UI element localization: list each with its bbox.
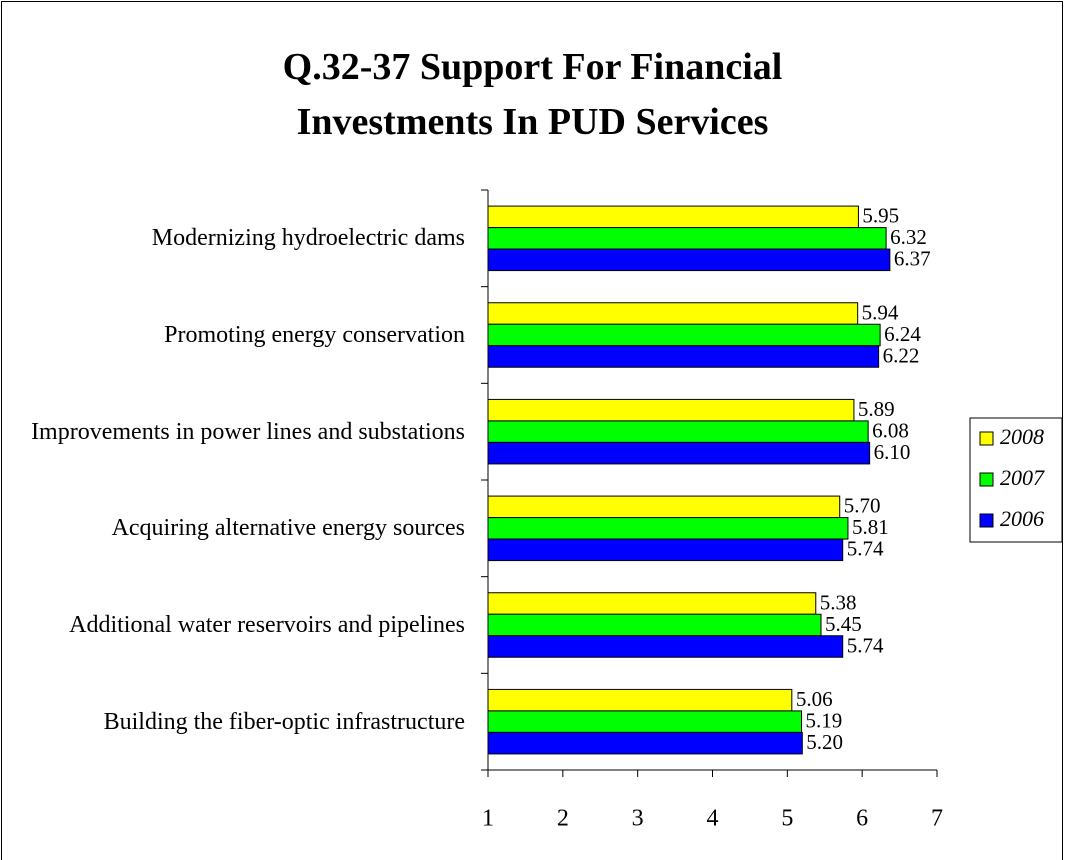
x-tick-label: 7 bbox=[931, 806, 943, 832]
legend-label: 2006 bbox=[1000, 506, 1044, 531]
legend-label: 2008 bbox=[1000, 424, 1044, 449]
value-label: 5.19 bbox=[806, 708, 843, 732]
category-label: Improvements in power lines and substati… bbox=[31, 418, 465, 445]
value-label: 5.74 bbox=[847, 537, 884, 561]
value-label: 6.22 bbox=[883, 343, 920, 367]
bar bbox=[487, 302, 859, 325]
category-label: Additional water reservoirs and pipeline… bbox=[69, 612, 465, 638]
value-label: 5.70 bbox=[844, 494, 881, 518]
bar bbox=[487, 731, 803, 755]
value-label: 5.74 bbox=[847, 633, 884, 657]
legend-swatch bbox=[979, 431, 994, 446]
x-tick-label: 5 bbox=[781, 806, 793, 832]
value-label: 5.06 bbox=[796, 687, 833, 711]
bar bbox=[487, 635, 844, 658]
category-label: Promoting energy conservation bbox=[164, 322, 465, 348]
bar bbox=[487, 420, 869, 443]
bar bbox=[487, 248, 891, 272]
bar bbox=[487, 441, 871, 465]
bar bbox=[487, 710, 803, 733]
category-label: Modernizing hydroelectric dams bbox=[151, 225, 465, 252]
value-label: 6.37 bbox=[894, 247, 931, 271]
legend-swatch bbox=[979, 513, 994, 528]
value-label: 5.20 bbox=[806, 730, 843, 754]
bar bbox=[487, 345, 880, 368]
value-label: 5.95 bbox=[862, 204, 899, 228]
bar bbox=[487, 205, 859, 229]
bar bbox=[487, 688, 793, 712]
title-box: Q.32-37 Support For Financial Investment… bbox=[0, 40, 1065, 150]
bar bbox=[487, 398, 855, 422]
bar bbox=[487, 592, 817, 615]
value-label: 6.10 bbox=[874, 440, 911, 464]
value-label: 6.08 bbox=[872, 418, 909, 442]
x-tick-label: 4 bbox=[707, 806, 719, 832]
value-label: 6.24 bbox=[884, 322, 921, 346]
bar bbox=[487, 227, 887, 250]
value-label: 5.94 bbox=[862, 300, 899, 324]
value-label: 5.45 bbox=[825, 612, 862, 636]
bar bbox=[487, 613, 822, 637]
x-tick-label: 1 bbox=[482, 806, 494, 832]
category-label: Acquiring alternative energy sources bbox=[111, 515, 465, 542]
x-tick-label: 3 bbox=[632, 806, 644, 832]
bar bbox=[487, 495, 841, 519]
x-tick-label: 2 bbox=[557, 806, 569, 832]
value-label: 5.38 bbox=[820, 590, 857, 614]
bar bbox=[487, 323, 881, 347]
value-label: 6.32 bbox=[890, 225, 927, 249]
category-label: Building the fiber-optic infrastructure bbox=[103, 708, 465, 735]
bar bbox=[487, 517, 849, 540]
chart-title: Q.32-37 Support For Financial Investment… bbox=[282, 46, 783, 143]
bar bbox=[487, 538, 844, 562]
x-tick-label: 6 bbox=[856, 806, 868, 832]
legend-swatch bbox=[979, 472, 994, 487]
value-label: 5.89 bbox=[858, 397, 895, 421]
value-label: 5.81 bbox=[852, 515, 889, 539]
legend-label: 2007 bbox=[1000, 465, 1045, 490]
